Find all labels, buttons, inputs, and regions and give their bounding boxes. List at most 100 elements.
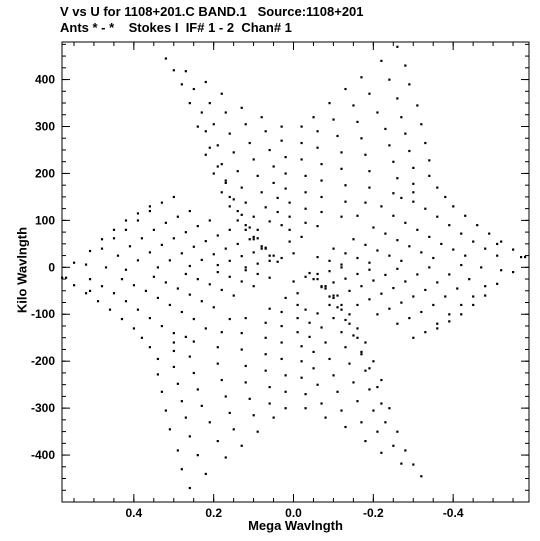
data-point	[188, 209, 191, 213]
data-point	[328, 357, 331, 361]
data-point	[212, 253, 215, 256]
data-point	[208, 283, 211, 286]
data-point	[184, 416, 187, 419]
data-point	[260, 245, 263, 248]
data-point	[88, 289, 92, 292]
data-point	[384, 127, 387, 131]
data-point	[220, 331, 223, 334]
data-point	[340, 308, 343, 311]
y-tick-label: -400	[31, 448, 55, 462]
data-point	[228, 411, 231, 415]
data-point	[180, 468, 183, 471]
y-tick-label: 200	[35, 166, 55, 180]
data-point	[272, 165, 275, 168]
data-point	[100, 238, 104, 241]
data-point	[172, 69, 175, 72]
data-point	[248, 141, 251, 145]
data-point	[220, 288, 223, 292]
data-point	[388, 144, 391, 147]
data-point	[244, 201, 247, 204]
data-point	[268, 148, 271, 152]
data-point	[348, 313, 351, 316]
data-point	[276, 260, 279, 263]
data-point	[472, 303, 475, 307]
data-point	[468, 278, 471, 281]
data-point	[256, 228, 259, 231]
data-point	[496, 242, 499, 246]
data-point	[344, 252, 347, 255]
data-point	[336, 390, 339, 393]
data-point	[176, 382, 179, 385]
data-point	[236, 242, 239, 246]
data-point	[208, 421, 211, 424]
data-point	[192, 87, 195, 91]
data-point	[136, 259, 140, 262]
data-point	[356, 400, 359, 403]
data-point	[136, 308, 140, 311]
data-point	[264, 321, 267, 324]
data-point	[232, 428, 235, 431]
data-point	[464, 214, 467, 217]
data-point	[368, 170, 371, 173]
data-point	[376, 249, 379, 252]
data-point	[256, 237, 259, 240]
data-point	[228, 317, 231, 321]
data-point	[196, 454, 199, 457]
data-point	[296, 331, 299, 334]
data-point	[200, 404, 203, 407]
data-point	[372, 226, 375, 229]
data-point	[428, 235, 431, 238]
data-point	[368, 388, 371, 391]
data-point	[316, 255, 319, 259]
data-point	[256, 174, 259, 177]
data-point	[304, 191, 307, 194]
data-point	[452, 205, 455, 208]
data-point	[176, 449, 179, 452]
data-point	[316, 312, 319, 315]
data-point	[480, 266, 483, 269]
data-point	[316, 383, 319, 386]
data-point	[356, 214, 359, 217]
data-point	[188, 264, 191, 268]
data-point	[264, 336, 267, 339]
data-point	[392, 192, 395, 195]
data-point	[72, 261, 76, 264]
data-point	[100, 285, 104, 288]
data-point	[280, 256, 283, 260]
data-point	[328, 295, 331, 298]
data-point	[184, 272, 187, 276]
data-point	[396, 177, 399, 180]
data-point	[180, 83, 183, 86]
data-point	[216, 234, 219, 237]
data-point	[212, 172, 215, 175]
data-point	[244, 123, 247, 126]
data-point	[268, 402, 271, 405]
data-point	[420, 475, 423, 478]
data-point	[372, 360, 375, 363]
data-point	[312, 116, 315, 119]
data-point	[160, 243, 163, 246]
data-point	[192, 317, 195, 321]
data-point	[292, 252, 295, 255]
data-point	[396, 322, 399, 325]
data-point	[156, 296, 159, 300]
data-point	[228, 228, 231, 231]
data-point	[196, 225, 199, 228]
data-point	[228, 259, 231, 262]
data-point	[180, 400, 183, 403]
data-point	[208, 219, 211, 222]
data-point	[400, 301, 403, 304]
data-point	[288, 215, 291, 218]
data-point	[324, 285, 327, 288]
data-point	[376, 111, 379, 114]
data-point	[304, 207, 307, 210]
data-point	[360, 353, 363, 356]
data-point	[268, 254, 271, 257]
data-point	[484, 294, 487, 297]
data-point	[364, 369, 367, 372]
data-point	[276, 196, 279, 200]
data-point	[152, 275, 156, 278]
data-point	[352, 238, 355, 241]
data-point	[192, 340, 195, 343]
data-point	[344, 318, 347, 322]
